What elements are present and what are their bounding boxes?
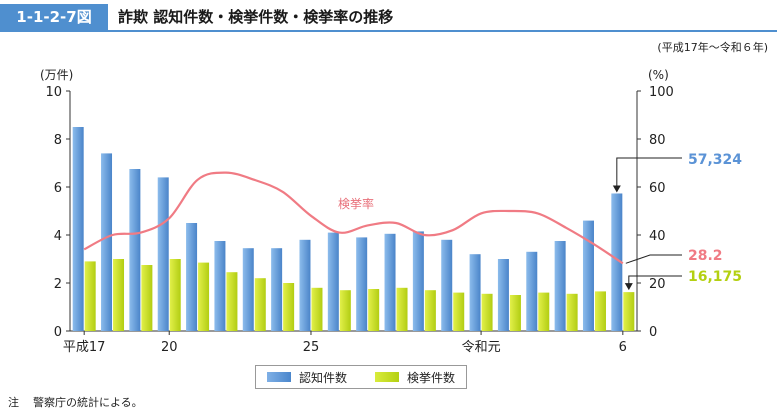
bar-ninchi [497, 259, 509, 331]
bar-ninchi [214, 241, 226, 331]
bar-ninchi [412, 231, 424, 331]
bar-kenkyo [538, 292, 550, 331]
line-label-kenkyoritsu: 検挙率 [338, 196, 374, 211]
footnote-text: 警察庁の統計による。 [33, 396, 143, 409]
callout-leader-ninchi [616, 157, 682, 192]
bar-ninchi [299, 239, 311, 331]
bar-kenkyo [594, 291, 606, 331]
right-axis-tick-label: 100 [649, 85, 674, 100]
bar-ninchi [356, 237, 368, 331]
legend-swatch-green [375, 372, 399, 382]
bar-ninchi [72, 127, 84, 331]
callout-arrow-kenkyo [624, 283, 633, 291]
bar-kenkyo [84, 261, 96, 331]
bar-kenkyo [198, 262, 210, 331]
chart-legend: 認知件数 検挙件数 [255, 365, 467, 389]
bar-ninchi [327, 232, 339, 331]
right-axis-tick-label: 80 [649, 133, 666, 148]
bar-kenkyo [339, 290, 351, 331]
x-axis-tick-label: 25 [303, 340, 320, 355]
x-axis-tick-label: 6 [619, 340, 627, 355]
left-axis-tick-label: 8 [54, 133, 62, 148]
callout-value-rate: 28.2 [688, 248, 723, 264]
bar-kenkyo [283, 283, 295, 331]
bar-ninchi [101, 153, 113, 331]
footnote-label: 注 [8, 396, 19, 409]
bar-kenkyo [141, 265, 153, 331]
left-axis-tick-label: 4 [54, 229, 62, 244]
line-kenkyoritsu [83, 171, 624, 265]
bar-ninchi [384, 233, 396, 331]
bar-kenkyo [368, 289, 380, 331]
bar-ninchi [469, 254, 481, 331]
bar-kenkyo [113, 259, 125, 331]
legend-swatch-blue [266, 372, 291, 382]
period-label: (平成17年～令和６年) [657, 40, 768, 54]
left-axis-tick-label: 6 [54, 181, 62, 196]
right-axis-tick-label: 20 [649, 277, 666, 292]
bar-kenkyo [226, 272, 238, 331]
right-axis-tick-label: 0 [649, 325, 657, 340]
bar-ninchi [441, 239, 453, 331]
legend-label-series1: 認知件数 [298, 370, 347, 385]
right-axis-tick-label: 60 [649, 181, 666, 196]
bar-ninchi [157, 177, 169, 331]
x-axis-tick-label: 令和元 [462, 340, 501, 355]
bar-kenkyo [481, 293, 493, 331]
callout-value-kenkyo: 16,175 [688, 269, 742, 285]
bar-kenkyo [566, 293, 578, 331]
callout-arrow-ninchi [612, 185, 621, 193]
bar-kenkyo [453, 292, 465, 331]
bar-kenkyo [623, 292, 635, 331]
bar-kenkyo [311, 287, 323, 331]
x-axis-tick-label: 20 [161, 340, 178, 355]
bar-ninchi [242, 248, 254, 331]
left-axis-tick-label: 2 [54, 277, 62, 292]
bar-kenkyo [424, 290, 436, 331]
callout-value-ninchi: 57,324 [688, 152, 742, 168]
left-axis-tick-label: 10 [45, 85, 62, 100]
bar-kenkyo [169, 259, 181, 331]
bar-kenkyo [509, 295, 521, 331]
footnote: 注 警察庁の統計による。 [8, 394, 143, 410]
legend-item-series2: 検挙件数 [375, 369, 455, 386]
bar-ninchi [129, 169, 141, 331]
bar-ninchi [611, 193, 623, 331]
figure-header: 1-1-2-7図 詐欺 認知件数・検挙件数・検挙率の推移 [0, 0, 777, 32]
title-underline [0, 30, 777, 32]
figure-title: 詐欺 認知件数・検挙件数・検挙率の推移 [118, 8, 394, 26]
bar-ninchi [554, 241, 566, 331]
legend-label-series2: 検挙件数 [407, 370, 456, 385]
callout-leader-rate [625, 254, 682, 264]
left-axis-unit: (万件) [40, 68, 73, 82]
bar-ninchi [582, 220, 594, 331]
bar-kenkyo [254, 278, 266, 331]
figure-number-badge: 1-1-2-7図 [0, 4, 108, 30]
legend-item-series1: 認知件数 [266, 369, 347, 386]
bar-ninchi [186, 223, 198, 331]
right-axis-unit: (%) [648, 68, 669, 82]
bar-ninchi [526, 251, 538, 331]
right-axis-tick-label: 40 [649, 229, 666, 244]
x-axis-tick-label: 平成17 [63, 340, 106, 355]
left-axis-tick-label: 0 [54, 325, 62, 340]
bar-ninchi [271, 248, 283, 331]
bar-kenkyo [396, 287, 408, 331]
